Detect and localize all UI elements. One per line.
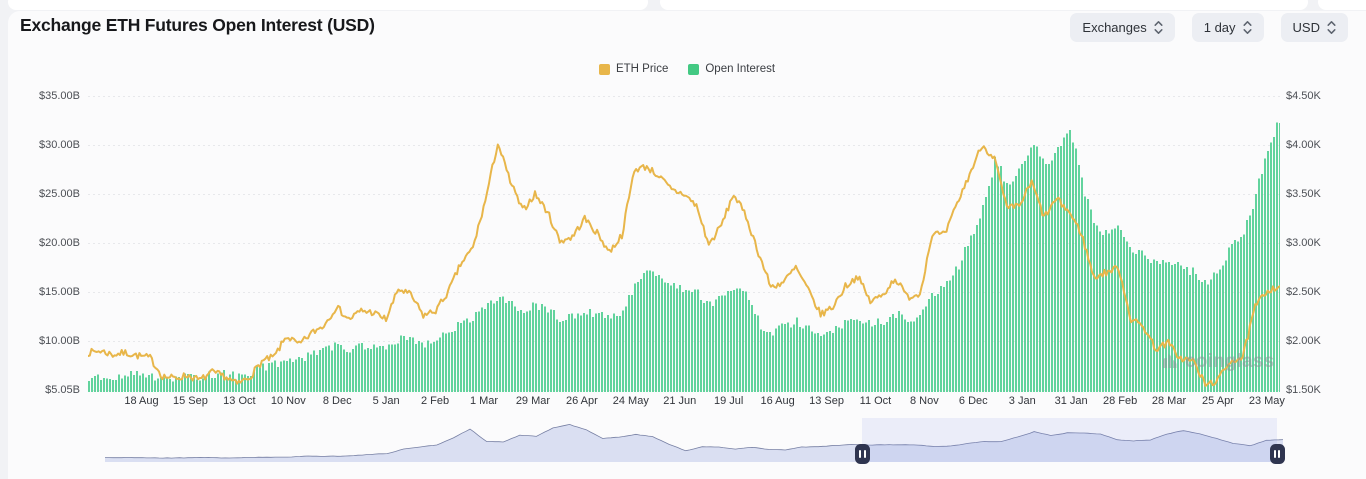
navigator-right-handle[interactable] (1269, 444, 1285, 464)
open-interest-swatch-icon (688, 63, 700, 75)
x-axis-tick: 13 Oct (223, 395, 256, 407)
page-title: Exchange ETH Futures Open Interest (USD) (20, 15, 375, 35)
x-axis-tick: 28 Feb (1102, 395, 1138, 407)
legend-item-open-interest[interactable]: Open Interest (688, 63, 775, 75)
right-axis-tick: $2.00K (1286, 335, 1321, 347)
right-axis-tick: $2.50K (1286, 286, 1321, 298)
eth-price-swatch-icon (598, 63, 610, 75)
x-axis-tick: 28 Mar (1151, 395, 1187, 407)
left-axis-tick: $35.00B (39, 90, 80, 102)
x-axis-tick: 26 Apr (565, 395, 598, 407)
main-chart-plot[interactable] (88, 96, 1280, 392)
x-axis-tick: 16 Aug (760, 395, 795, 407)
right-axis-tick: $3.50K (1286, 188, 1321, 200)
x-axis-tick: 3 Jan (1008, 395, 1036, 407)
x-axis-tick: 25 Apr (1202, 395, 1234, 407)
legend-label-open-interest: Open Interest (705, 63, 776, 75)
x-axis-tick: 1 Mar (469, 395, 499, 407)
sort-chevrons-icon (1327, 21, 1336, 34)
x-axis-tick: 8 Nov (910, 395, 939, 407)
navigator-selection-window[interactable] (862, 418, 1278, 462)
left-axis-tick: $30.00B (39, 139, 80, 151)
exchanges-dropdown[interactable]: Exchanges (1070, 13, 1175, 42)
x-axis-tick: 24 May (612, 395, 649, 407)
sort-chevrons-icon (1154, 21, 1163, 34)
currency-dropdown[interactable]: USD (1280, 13, 1348, 42)
drag-handle-icon (863, 450, 866, 458)
x-axis-tick: 11 Oct (859, 395, 892, 407)
exchanges-dropdown-label: Exchanges (1082, 20, 1147, 35)
left-axis-tick: $15.00B (39, 286, 80, 298)
drag-handle-icon (1278, 450, 1281, 458)
left-axis-tick: $25.00B (39, 188, 80, 200)
x-axis-tick: 2 Feb (421, 395, 450, 407)
right-axis-tick: $3.00K (1286, 237, 1321, 249)
left-axis-tick: $20.00B (39, 237, 80, 249)
filter-bar: Exchanges 1 day USD (1070, 13, 1348, 42)
drag-handle-icon (1274, 450, 1276, 458)
top-card-edge-right (1318, 0, 1366, 10)
top-card-edge-middle (660, 0, 1308, 10)
chart-card: Exchange ETH Futures Open Interest (USD)… (8, 11, 1366, 479)
x-axis-tick: 5 Jan (372, 395, 400, 407)
legend-item-eth-price[interactable]: ETH Price (598, 63, 669, 75)
drag-handle-icon (859, 450, 862, 458)
left-axis-tick: $5.05B (45, 384, 80, 396)
right-axis-tick: $1.50K (1286, 384, 1321, 396)
x-axis-tick: 6 Dec (958, 395, 988, 407)
x-axis-tick: 15 Sep (172, 395, 208, 407)
range-navigator[interactable] (105, 418, 1284, 462)
interval-dropdown[interactable]: 1 day (1191, 13, 1264, 42)
x-axis-tick: 23 May (1248, 395, 1285, 407)
navigator-left-handle[interactable] (854, 444, 870, 464)
left-axis-tick: $10.00B (39, 335, 80, 347)
x-axis-tick: 29 Mar (515, 395, 551, 407)
chart-legend: ETH Price Open Interest (8, 63, 1366, 75)
right-axis-tick: $4.00K (1286, 139, 1321, 151)
right-axis-tick: $4.50K (1286, 90, 1321, 102)
x-axis-tick: 13 Sep (809, 395, 844, 407)
x-axis-tick: 31 Jan (1054, 395, 1088, 407)
legend-label-eth-price: ETH Price (615, 63, 669, 75)
x-axis-tick: 8 Dec (322, 395, 352, 407)
currency-dropdown-label: USD (1292, 20, 1320, 35)
interval-dropdown-label: 1 day (1203, 20, 1236, 35)
x-axis-tick: 19 Jul (713, 395, 744, 407)
x-axis-tick: 10 Nov (270, 395, 306, 407)
sort-chevrons-icon (1242, 21, 1252, 34)
x-axis-tick: 18 Aug (124, 395, 159, 407)
top-card-edge-left (8, 0, 648, 10)
x-axis-tick: 21 Jun (663, 395, 697, 407)
